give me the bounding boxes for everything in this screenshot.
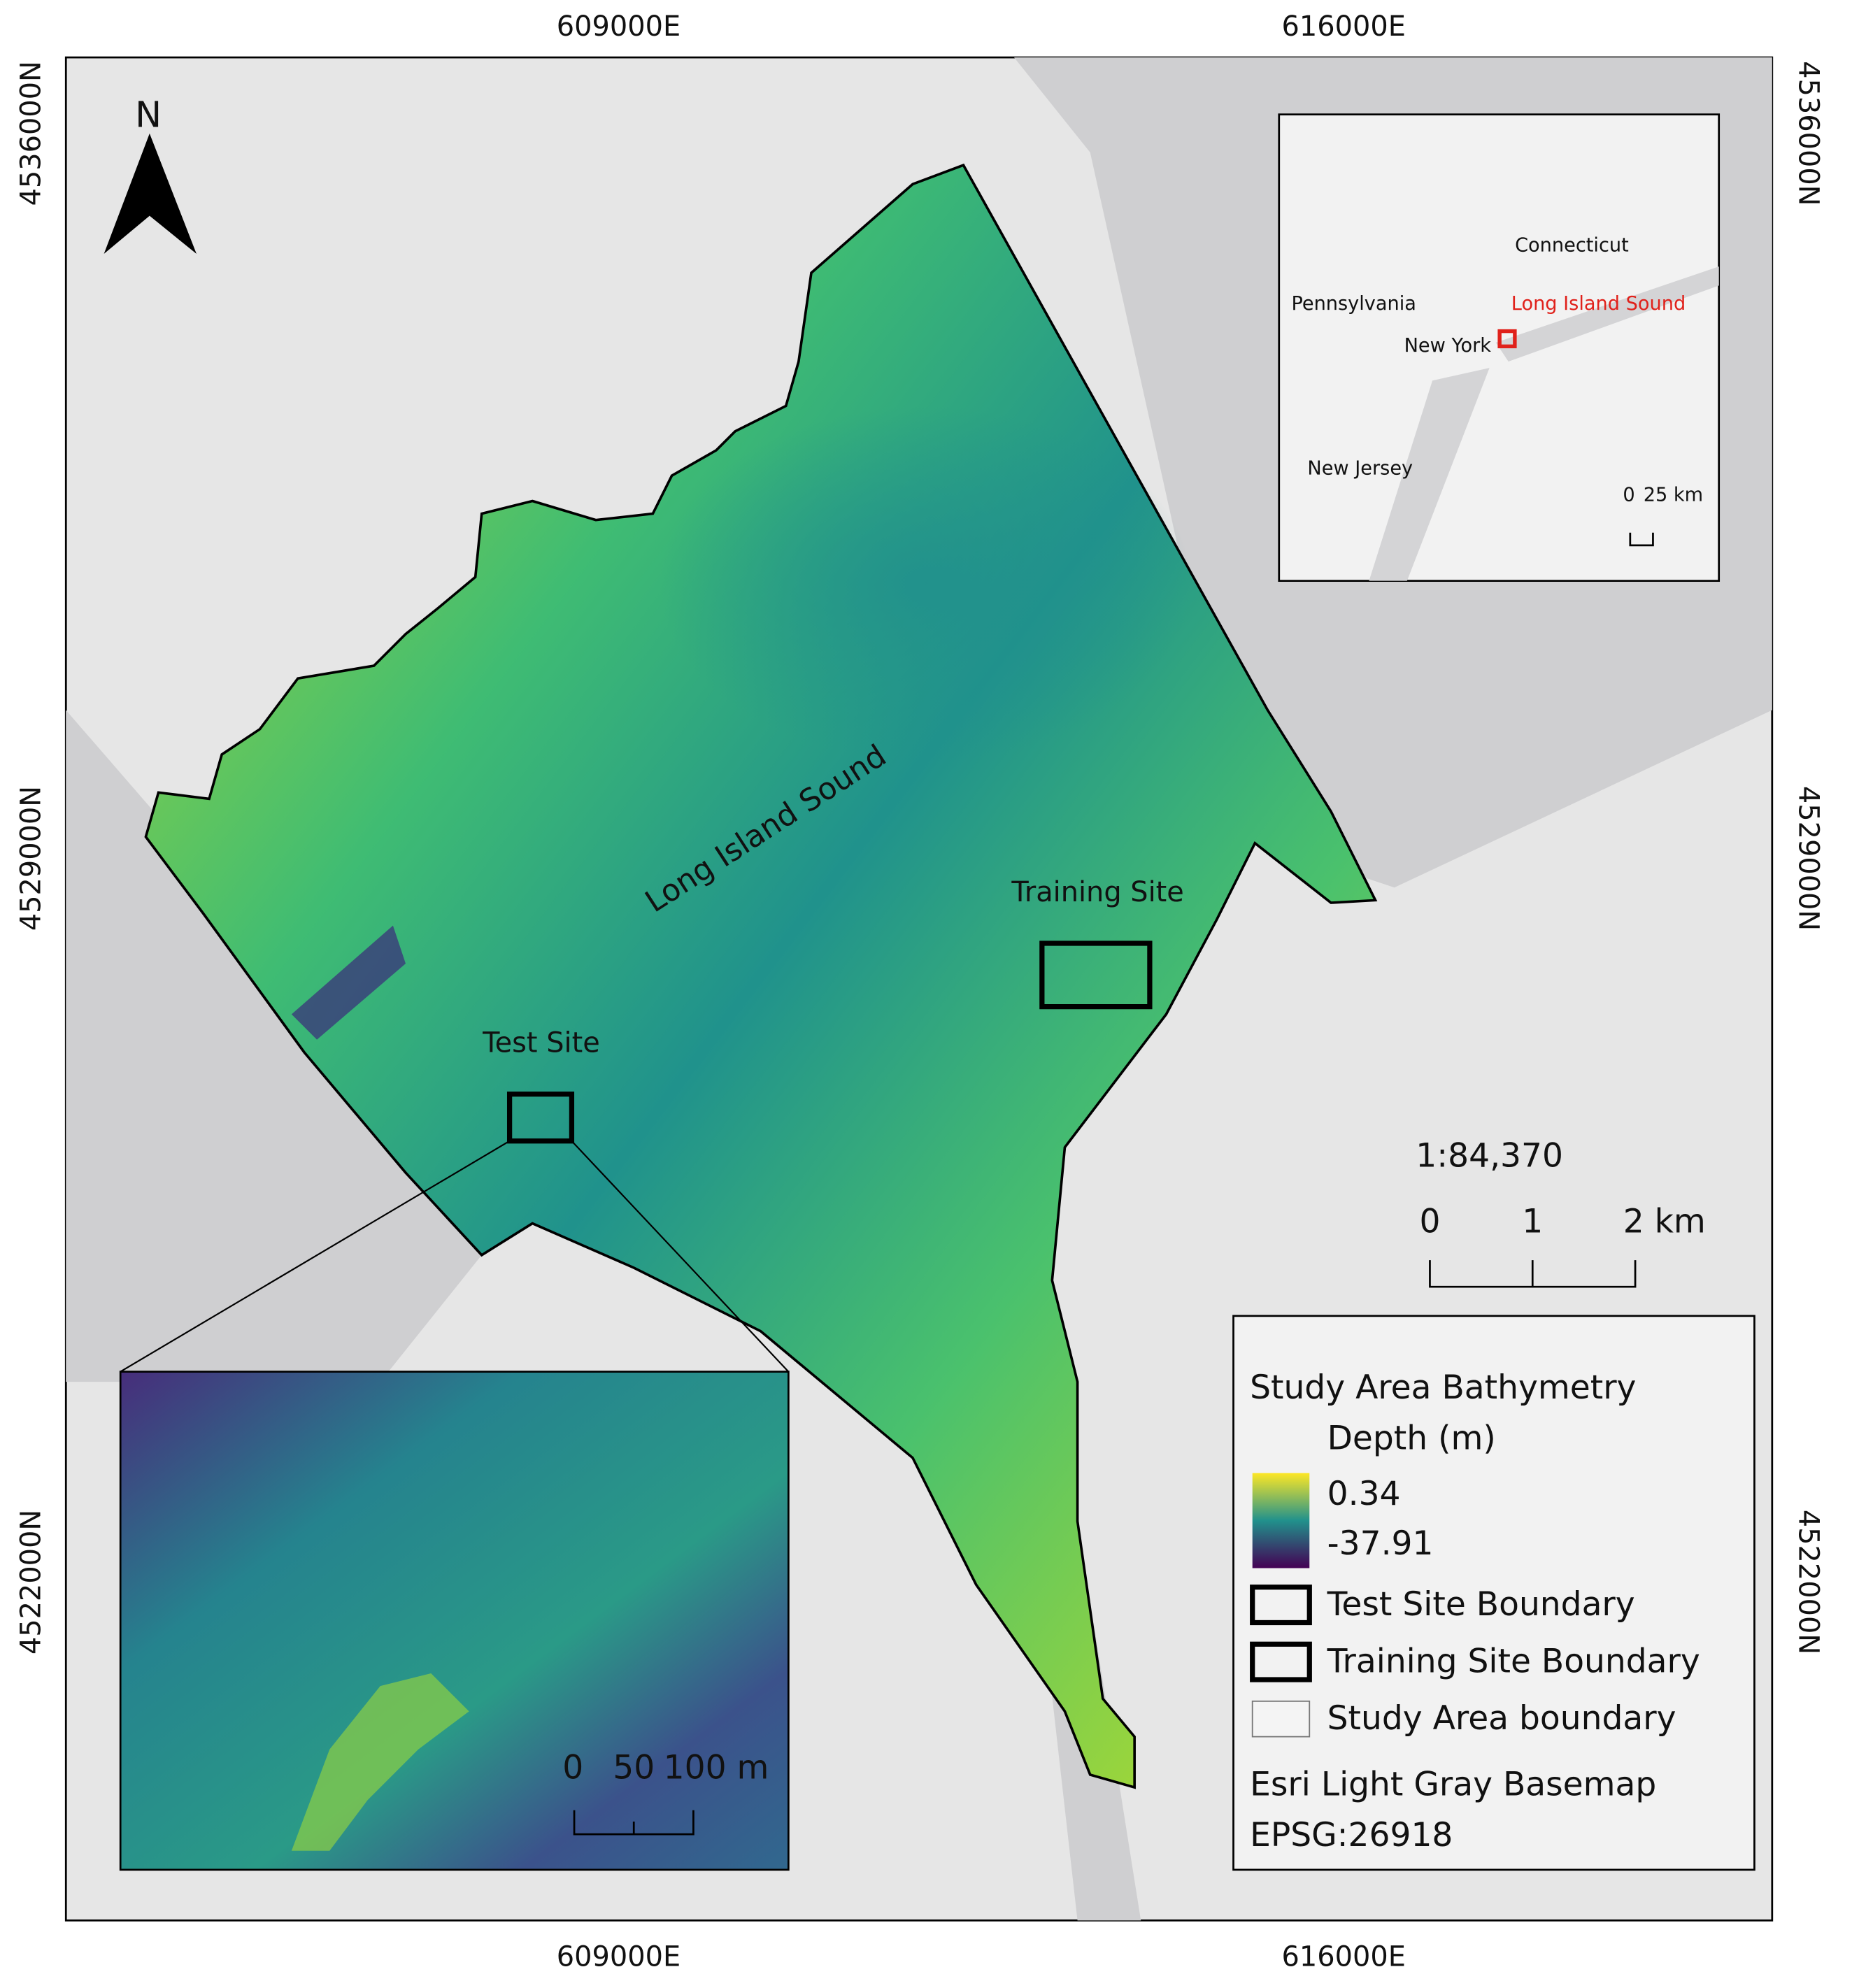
legend-swatch [1250, 1641, 1312, 1682]
water [66, 710, 482, 1382]
legend-basemap: Esri Light Gray Basemap [1250, 1765, 1656, 1803]
grid-label: 4529000N [15, 786, 48, 931]
legend-swatch [1250, 1585, 1312, 1626]
legend-ramp [1252, 1473, 1310, 1568]
grid-label: 4522000N [1792, 1510, 1824, 1654]
locator-water [1495, 266, 1719, 362]
scale-label: 0 [1419, 1203, 1440, 1241]
channel [291, 925, 406, 1040]
locator-marker [1497, 329, 1517, 349]
scale-label: 2 km [1623, 1203, 1706, 1241]
scale-label: 1 [1522, 1203, 1543, 1241]
deep-area [506, 380, 1268, 888]
grid-label: 4522000N [15, 1510, 48, 1654]
locator-label: Pennsylvania [1291, 293, 1416, 315]
legend [1232, 1315, 1755, 1871]
scale-bar [1429, 1260, 1637, 1288]
site-label: Training Site [1011, 876, 1183, 908]
zoom-scale-label: 0 [562, 1749, 583, 1787]
legend-min: -37.91 [1327, 1524, 1434, 1563]
grid-label: 616000E [1282, 1940, 1406, 1973]
legend-item: Test Site Boundary [1327, 1585, 1635, 1624]
zoom-scale-bar [573, 1810, 694, 1836]
zoom-inset [119, 1371, 790, 1871]
locator-label: Long Island Sound [1511, 293, 1686, 315]
shoal [291, 1673, 469, 1851]
zoom-line [571, 1140, 790, 1373]
locator-label: New Jersey [1307, 458, 1413, 480]
legend-title: Study Area Bathymetry [1250, 1368, 1636, 1407]
legend-swatch [1251, 1700, 1311, 1738]
test-site-box [506, 1092, 575, 1144]
locator-scale-label: 25 km [1644, 485, 1703, 506]
locator-label: Connecticut [1515, 235, 1629, 257]
legend-max: 0.34 [1327, 1475, 1401, 1513]
legend-item: Training Site Boundary [1327, 1642, 1700, 1680]
grid-label: 616000E [1282, 10, 1406, 43]
site-label: Test Site [482, 1027, 600, 1059]
scale-ratio: 1:84,370 [1416, 1136, 1563, 1175]
grid-label: 4536000N [1792, 61, 1824, 206]
zoom-line [120, 1140, 511, 1373]
zoom-scale-label: 50 [613, 1749, 655, 1787]
grid-label: 4529000N [1792, 786, 1824, 931]
legend-subtitle: Depth (m) [1327, 1419, 1496, 1457]
north-arrow [104, 133, 197, 255]
grid-label: 609000E [557, 10, 681, 43]
legend-crs: EPSG:26918 [1250, 1816, 1453, 1854]
locator-water [1369, 368, 1490, 581]
north-label: N [135, 94, 162, 135]
legend-item: Study Area boundary [1327, 1699, 1676, 1738]
grid-label: 609000E [557, 1940, 681, 1973]
zoom-scale-label: 100 m [664, 1749, 769, 1787]
training-site-box [1039, 941, 1153, 1010]
locator-scale-label: 0 [1623, 485, 1634, 506]
locator-label: New York [1404, 335, 1492, 357]
locator-scale-bar [1629, 532, 1654, 547]
grid-label: 4536000N [15, 61, 48, 206]
